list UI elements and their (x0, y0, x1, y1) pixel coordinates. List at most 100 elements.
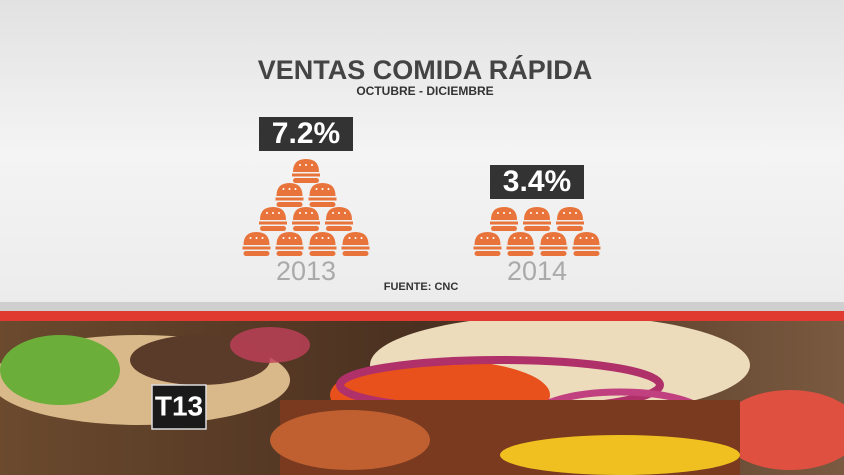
bun-bottom (491, 226, 517, 231)
patty (473, 246, 502, 250)
seed (354, 237, 357, 239)
seed (486, 237, 489, 239)
divider (0, 302, 844, 311)
red-stripe (0, 311, 844, 321)
chart-title: VENTAS COMIDA RÁPIDA (258, 54, 593, 85)
value-label-box (259, 117, 353, 151)
bun-bottom (557, 226, 583, 231)
patty (308, 246, 337, 250)
seed (321, 237, 324, 239)
value-label: 3.4% (503, 165, 571, 198)
bun-bottom (507, 251, 534, 256)
seed (509, 212, 511, 214)
value-label: 7.2% (272, 117, 340, 150)
channel-logo: T13 (151, 384, 207, 430)
seed (513, 237, 516, 239)
seed (332, 212, 334, 214)
background-photo (0, 315, 844, 475)
seed (255, 237, 258, 239)
seed (569, 212, 571, 214)
seed (315, 237, 318, 239)
seed (546, 237, 549, 239)
burger-pile (242, 159, 370, 256)
seed (492, 237, 495, 239)
value-label-box (490, 165, 584, 199)
bun-bottom (326, 226, 352, 231)
bun-bottom (474, 251, 501, 256)
seed (503, 212, 505, 214)
seed (480, 237, 483, 239)
seed (272, 212, 274, 214)
patty (325, 221, 353, 225)
patty (308, 197, 337, 201)
seed (288, 188, 291, 190)
patty (490, 221, 518, 225)
burger-pile (473, 207, 601, 256)
seed (579, 237, 582, 239)
seed (294, 188, 297, 190)
bun-bottom (309, 202, 336, 207)
bun-bottom (276, 202, 303, 207)
category-label: 2013 (276, 256, 336, 286)
seed (338, 212, 340, 214)
chart-subtitle: OCTUBRE - DICIEMBRE (356, 84, 493, 98)
seed (299, 212, 301, 214)
bun-bottom (276, 251, 303, 256)
bun-bottom (573, 251, 600, 256)
seed (261, 237, 264, 239)
seed (327, 188, 330, 190)
bun-bottom (540, 251, 567, 256)
info-panel (0, 0, 844, 302)
patty (341, 246, 370, 250)
seed (530, 212, 532, 214)
seed (497, 212, 499, 214)
source: FUENTE: CNC (384, 281, 459, 293)
seed (249, 237, 252, 239)
bun-bottom (260, 226, 286, 231)
patty (556, 221, 584, 225)
bun-bottom (293, 226, 319, 231)
seed (585, 237, 588, 239)
seed (294, 237, 297, 239)
seed (311, 164, 313, 166)
seed (321, 188, 324, 190)
seed (299, 164, 301, 166)
seed (552, 237, 555, 239)
seed (575, 212, 577, 214)
seed (288, 237, 291, 239)
seed (282, 188, 285, 190)
patty (523, 221, 551, 225)
seed (360, 237, 363, 239)
seed (542, 212, 544, 214)
bun-bottom (243, 251, 270, 256)
logo-text: T13 (155, 390, 203, 421)
seed (266, 212, 268, 214)
patty (506, 246, 535, 250)
patty (259, 221, 287, 225)
category-label: 2014 (507, 256, 567, 286)
patty (539, 246, 568, 250)
patty (275, 197, 304, 201)
patty (292, 221, 320, 225)
seed (327, 237, 330, 239)
bun-bottom (524, 226, 550, 231)
seed (519, 237, 522, 239)
bun-bottom (342, 251, 369, 256)
seed (348, 237, 351, 239)
seed (278, 212, 280, 214)
seed (311, 212, 313, 214)
patty (572, 246, 601, 250)
seed (536, 212, 538, 214)
seed (305, 212, 307, 214)
patty (292, 173, 320, 177)
seed (558, 237, 561, 239)
seed (525, 237, 528, 239)
seed (563, 212, 565, 214)
bun-bottom (293, 178, 319, 183)
seed (315, 188, 318, 190)
patty (242, 246, 271, 250)
seed (344, 212, 346, 214)
patty (275, 246, 304, 250)
